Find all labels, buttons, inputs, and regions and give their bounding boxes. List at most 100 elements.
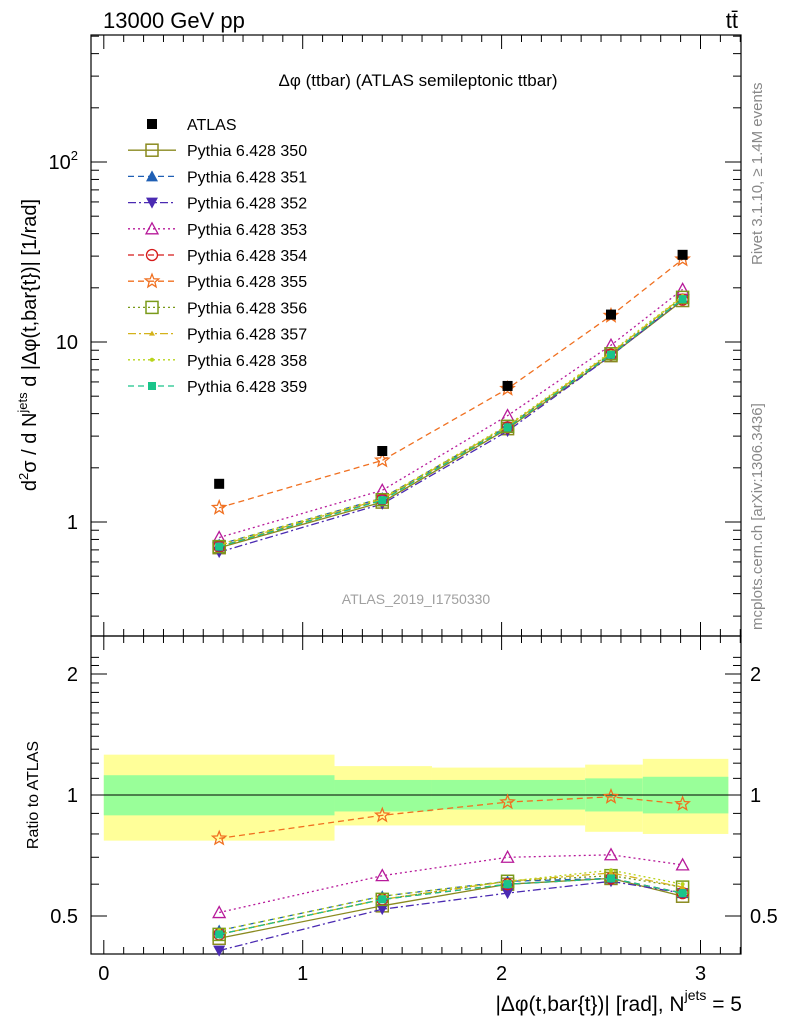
legend-marker-8 [150, 357, 154, 362]
series-point-9 [606, 350, 615, 359]
series-point-9 [215, 542, 224, 551]
ratio-point-7 [607, 869, 614, 875]
y-tick-label-main: 1 [67, 512, 78, 534]
ratio-y-tick-label-left: 1 [67, 785, 78, 807]
ratio-point-6 [212, 927, 226, 942]
data-point [502, 380, 513, 391]
series-point-6 [212, 539, 226, 554]
ratio-point-9 [606, 874, 615, 883]
x-tick-label: 0 [98, 963, 109, 985]
ratio-point-3 [500, 849, 515, 863]
series-point-6 [375, 492, 390, 507]
ratio-line-9 [219, 877, 683, 936]
data-point [377, 445, 388, 456]
ratio-point-7 [679, 884, 686, 890]
legend-label-7: Pythia 6.428 357 [187, 327, 307, 344]
series-line-8 [219, 295, 683, 546]
ratio-point-3 [375, 868, 390, 882]
ratio-point-5 [210, 829, 228, 846]
y-axis-label-ratio: Ratio to ATLAS [25, 741, 42, 849]
ratio-line-8 [219, 869, 683, 932]
ratio-point-3 [212, 905, 227, 919]
legend-label-4: Pythia 6.428 354 [187, 248, 307, 265]
ratio-point-2 [213, 945, 226, 957]
y-tick-label-main: 10 [56, 332, 78, 354]
ratio-line-4 [219, 877, 683, 936]
y-tick-label-main: 102 [49, 148, 78, 174]
series-point-5 [373, 451, 391, 468]
main-series-layer [210, 249, 692, 559]
legend-marker-3 [144, 221, 160, 235]
ratio-y-tick-label-right: 1 [750, 785, 761, 807]
legend-marker-5 [143, 272, 161, 289]
legend-label-5: Pythia 6.428 355 [187, 274, 307, 291]
legend-marker-9 [148, 382, 156, 390]
rivet-label: Rivet 3.1.10, ≥ 1.4M events [749, 83, 766, 266]
legend-label-1: Pythia 6.428 351 [187, 169, 307, 186]
data-point [677, 249, 688, 260]
ratio-point-8 [680, 882, 685, 887]
legend-label-8: Pythia 6.428 358 [187, 353, 307, 370]
ratio-point-5 [602, 788, 620, 804]
legend-label-6: Pythia 6.428 356 [187, 300, 307, 317]
series-point-5 [674, 250, 692, 267]
legend-marker-7 [149, 330, 155, 336]
ratio-point-5 [674, 795, 691, 812]
ratio-line-5 [219, 796, 683, 840]
series-point-3 [375, 482, 390, 496]
process-label: tt̄ [726, 8, 738, 33]
ratio-point-9 [378, 895, 387, 904]
legend-label-data: ATLAS [187, 117, 237, 134]
ratio-point-3 [675, 857, 690, 871]
ratio-y-tick-label-left: 0.5 [50, 906, 78, 928]
ratio-point-6 [375, 892, 390, 907]
ratio-point-2 [501, 888, 514, 900]
series-line-2 [219, 299, 684, 553]
series-point-6 [675, 290, 690, 305]
x-tick-label: 3 [695, 963, 706, 985]
legend-marker-data [147, 119, 157, 129]
legend-marker-4 [145, 248, 159, 262]
series-line-3 [219, 288, 683, 539]
chart-title: Δφ (ttbar) (ATLAS semileptonic ttbar) [278, 71, 557, 90]
ratio-point-5 [499, 793, 516, 810]
data-point [605, 309, 616, 320]
ratio-point-8 [608, 868, 613, 873]
ratio-y-tick-label-left: 2 [67, 664, 78, 686]
series-point-9 [678, 295, 687, 304]
legend-label-9: Pythia 6.428 359 [187, 379, 307, 396]
band-inner-1 [334, 779, 432, 812]
ratio-point-3 [603, 847, 619, 861]
ratio-line-3 [219, 854, 683, 914]
ratio-point-9 [215, 930, 224, 939]
legend-marker-6 [145, 300, 159, 315]
ratio-uncertainty-bands [91, 754, 741, 841]
energy-label: 13000 GeV pp [103, 8, 245, 33]
series-point-6 [604, 347, 618, 361]
series-line-7 [219, 296, 684, 547]
legend-label-0: Pythia 6.428 350 [187, 143, 307, 160]
legend-label-3: Pythia 6.428 353 [187, 222, 307, 239]
ratio-series-layer [210, 788, 691, 957]
series-point-6 [500, 419, 515, 434]
series-point-9 [378, 496, 387, 505]
x-tick-label: 2 [496, 963, 507, 985]
ratio-point-2 [376, 904, 389, 916]
watermark-label: ATLAS_2019_I1750330 [342, 591, 491, 607]
ratio-line-0 [219, 877, 683, 939]
x-tick-label: 1 [297, 963, 308, 985]
x-axis-label: |Δφ(t,bar{t})| [rad], Njets = 5 [495, 987, 742, 1016]
ratio-y-tick-label-right: 0.5 [750, 906, 778, 928]
data-point [214, 478, 225, 489]
series-point-5 [210, 498, 228, 515]
ratio-point-9 [503, 880, 512, 889]
ratio-line-1 [219, 877, 683, 932]
legend-label-2: Pythia 6.428 352 [187, 196, 307, 213]
legend-marker-1 [146, 170, 158, 182]
ratio-y-tick-label-right: 2 [750, 664, 761, 686]
mcplots-label: mcplots.cern.ch [arXiv:1306.3436] [749, 403, 766, 630]
ratio-point-9 [678, 889, 687, 898]
legend-marker-2 [146, 197, 158, 209]
axis-ticks: 0 1 2 3 1 10 102 0.5 0.5 1 1 2 2 [49, 35, 778, 985]
